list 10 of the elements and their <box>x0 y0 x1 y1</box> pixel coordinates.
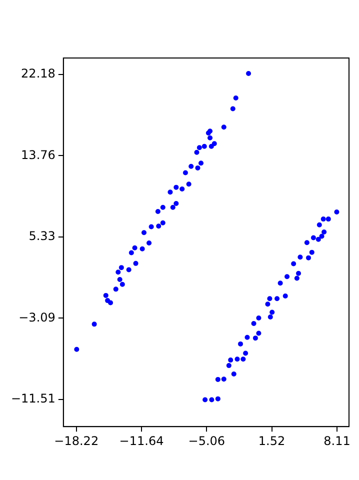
x-tick-label: −11.64 <box>119 434 164 448</box>
x-tick-label: −18.22 <box>54 434 99 448</box>
y-tick-label: 22.18 <box>21 66 56 81</box>
x-tick-label: 1.52 <box>258 434 286 448</box>
y-tick-label: −3.09 <box>18 310 56 324</box>
x-tick-label: −5.06 <box>188 434 226 448</box>
y-tick-label: −11.51 <box>10 392 56 406</box>
y-tick-label: 13.76 <box>21 148 56 162</box>
x-tick-label: 8.11 <box>324 434 350 448</box>
y-tick-label: 5.33 <box>28 229 56 244</box>
